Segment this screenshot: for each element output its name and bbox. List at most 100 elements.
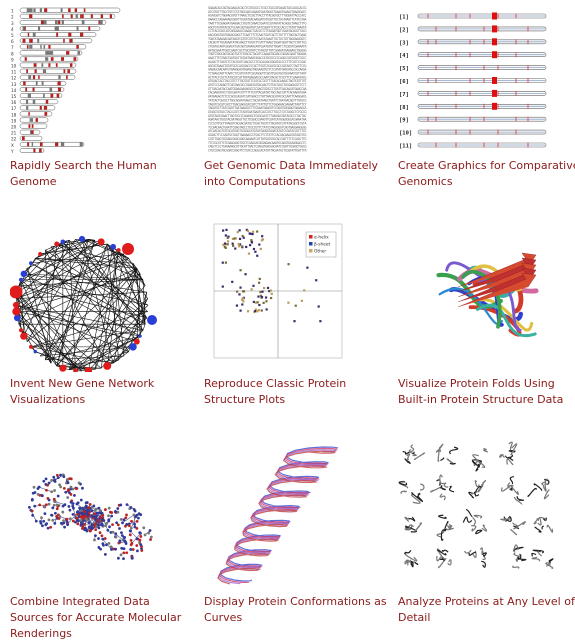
- atom: [142, 526, 145, 529]
- band-mark: [62, 21, 64, 25]
- band-mark: [23, 27, 25, 31]
- protein-ribbon: [516, 559, 517, 562]
- gene-network-thumbnail[interactable]: [10, 222, 190, 372]
- band-mark: [33, 33, 36, 37]
- protein-ribbon: [544, 490, 549, 499]
- legend-label: α-helix: [314, 235, 329, 241]
- track-label: [3]: [399, 40, 409, 46]
- band-mark: [27, 45, 29, 49]
- protein-ribbon: [471, 526, 476, 531]
- data-point: [259, 291, 261, 293]
- data-point: [267, 287, 269, 289]
- data-point: [225, 229, 227, 231]
- atom: [131, 557, 134, 560]
- band-mark: [80, 15, 82, 19]
- atom: [94, 528, 97, 531]
- band-mark: [29, 45, 32, 49]
- atom: [40, 516, 43, 519]
- data-point: [261, 291, 263, 293]
- band-mark: [76, 45, 78, 49]
- network-node: [59, 365, 66, 372]
- chromosome-label: 13: [11, 82, 17, 87]
- network-node: [21, 271, 27, 277]
- protein-ribbon: [448, 560, 451, 565]
- network-node: [54, 242, 59, 247]
- band-mark: [66, 51, 69, 55]
- protein-ribbon: [502, 487, 510, 491]
- atom: [86, 530, 89, 533]
- track-graphic-thumbnail[interactable]: [1][2][3][4][5][6][7][8][9][10][11]: [398, 6, 575, 156]
- atom: [125, 542, 128, 545]
- atom: [121, 534, 124, 537]
- band-mark: [50, 94, 53, 98]
- atom: [53, 489, 56, 492]
- band-mark: [35, 69, 37, 73]
- data-point: [263, 302, 265, 304]
- atom: [101, 534, 104, 537]
- molecule-thumbnail[interactable]: [10, 440, 190, 590]
- data-point: [241, 245, 243, 247]
- atom: [62, 519, 65, 522]
- atom: [76, 503, 79, 506]
- atom: [96, 519, 99, 522]
- atom: [67, 489, 70, 492]
- legend-label: Other: [314, 249, 326, 255]
- atom: [107, 520, 110, 523]
- atom: [60, 522, 63, 525]
- atom: [61, 511, 64, 514]
- band-mark: [69, 39, 72, 43]
- atom: [83, 523, 86, 526]
- band-mark: [26, 100, 28, 104]
- band-mark: [41, 21, 44, 25]
- atom: [115, 521, 118, 524]
- atom: [138, 512, 141, 515]
- chromosome-label: 9: [11, 57, 14, 62]
- protein-ribbon: [415, 523, 421, 531]
- chromosome-label: 4: [11, 27, 14, 32]
- band-mark: [64, 69, 66, 73]
- track-highlight: [492, 25, 497, 32]
- chromosome-bar: [20, 118, 48, 122]
- atom: [139, 535, 142, 538]
- chromosome-label: 21: [11, 131, 17, 136]
- band-mark: [25, 88, 27, 92]
- data-point: [247, 310, 249, 312]
- protein-grid-thumbnail[interactable]: [398, 440, 575, 590]
- data-point: [270, 289, 272, 291]
- network-node: [13, 302, 19, 308]
- protein-fold-thumbnail[interactable]: [398, 222, 575, 372]
- track-highlight: [492, 77, 497, 84]
- protein-ribbon: [420, 484, 424, 490]
- atom: [110, 515, 113, 518]
- band-mark: [36, 82, 38, 86]
- atom: [48, 499, 51, 502]
- chromosome-label: 11: [11, 70, 17, 75]
- sequence-text-thumbnail[interactable]: GGAAACACCGGTACAAACACACCTCGTGCGCCTCGCCTAC…: [204, 6, 384, 156]
- atom: [72, 513, 75, 516]
- chromosome-label: 7: [11, 45, 14, 50]
- track-label: [1]: [399, 15, 409, 21]
- atom: [48, 518, 51, 521]
- legend-swatch: [309, 235, 313, 239]
- atom: [120, 553, 123, 556]
- band-mark: [33, 149, 35, 153]
- chromosome-bar: [20, 106, 55, 110]
- protein-ribbon: [440, 475, 445, 483]
- protein-ribbon: [518, 554, 521, 559]
- atom: [89, 503, 92, 506]
- helix-curves-thumbnail[interactable]: [204, 440, 384, 590]
- band-mark: [44, 21, 47, 25]
- band-mark: [43, 69, 46, 73]
- protein-ribbon: [441, 458, 444, 460]
